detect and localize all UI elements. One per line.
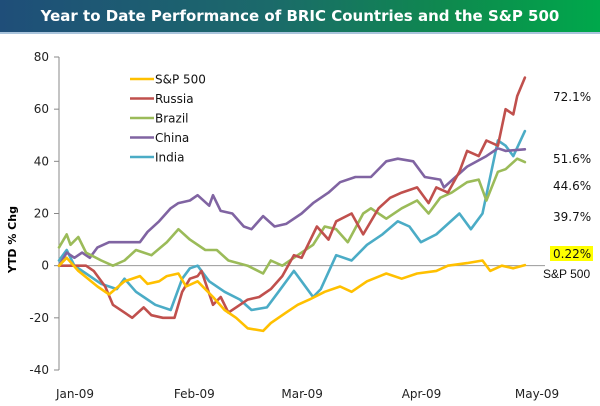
axes: 80 60 40 20 0 -20 -40 YTD % Chg Jan-09 Feb-09 Mar-… bbox=[6, 50, 559, 401]
series-layer bbox=[57, 76, 527, 333]
legend-label: China bbox=[155, 131, 189, 145]
legend-label: S&P 500 bbox=[155, 73, 206, 87]
x-tick-label: May-09 bbox=[515, 387, 559, 401]
series-line-russia bbox=[57, 76, 527, 320]
end-label-s-p-500: 0.22% bbox=[553, 247, 591, 261]
y-tick-label: -40 bbox=[29, 363, 49, 377]
end-label-highlight bbox=[550, 246, 593, 261]
legend-label: Russia bbox=[155, 92, 194, 106]
x-tick-label: Apr-09 bbox=[402, 387, 442, 401]
end-label-india: 51.6% bbox=[553, 152, 591, 166]
end-label-china: 44.6% bbox=[553, 179, 591, 193]
legend: S&P 500 Russia Brazil China India bbox=[130, 73, 206, 165]
x-tick-label: Jan-09 bbox=[55, 387, 94, 401]
chart-title: Year to Date Performance of BRIC Countri… bbox=[0, 0, 600, 34]
y-tick-label: 60 bbox=[34, 102, 49, 116]
y-tick-label: 20 bbox=[34, 207, 49, 221]
legend-label: Brazil bbox=[155, 112, 189, 126]
y-axis-label: YTD % Chg bbox=[6, 206, 19, 274]
x-tick-label: Feb-09 bbox=[174, 387, 215, 401]
series-line-india bbox=[57, 129, 527, 312]
legend-label: India bbox=[155, 151, 184, 165]
end-labels: 72.1% 51.6% 44.6% 39.7% 0.22% S&P 500 bbox=[543, 90, 593, 281]
y-tick-label: -20 bbox=[29, 311, 49, 325]
y-tick-label: 40 bbox=[34, 154, 49, 168]
end-label-russia: 72.1% bbox=[553, 90, 591, 104]
y-tick-label: 0 bbox=[41, 259, 49, 273]
x-tick-label: Mar-09 bbox=[281, 387, 322, 401]
series-line-s-p-500 bbox=[57, 256, 527, 333]
end-label-brazil: 39.7% bbox=[553, 210, 591, 224]
annotation-sp500: S&P 500 bbox=[543, 267, 590, 281]
series-line-china bbox=[57, 147, 527, 267]
y-tick-label: 80 bbox=[34, 50, 49, 64]
